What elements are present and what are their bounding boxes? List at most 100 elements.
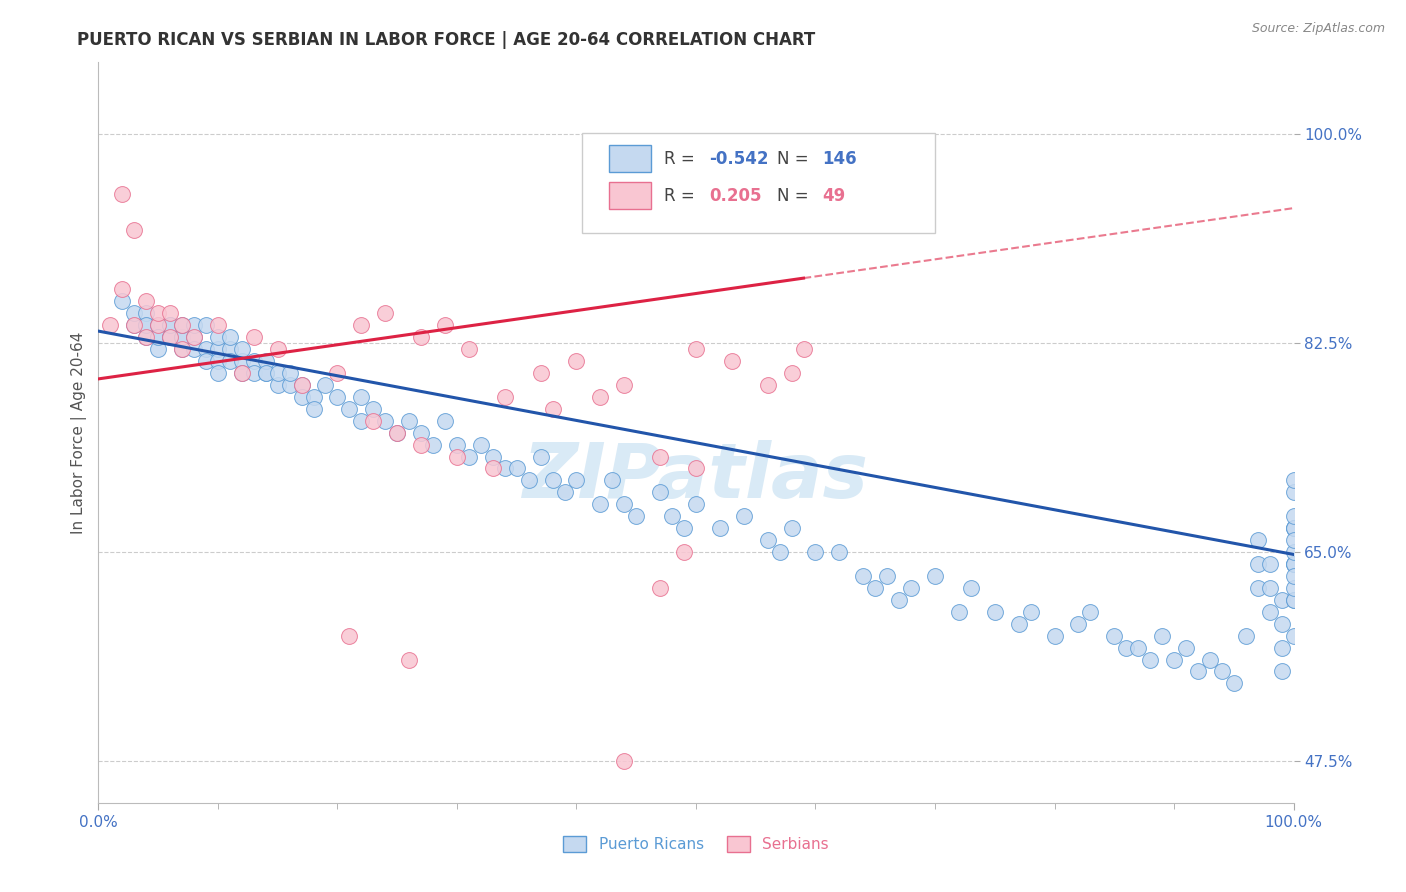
Text: N =: N = xyxy=(778,186,820,204)
Point xyxy=(756,533,779,547)
Point xyxy=(1282,592,1305,607)
Point xyxy=(517,474,540,488)
Point xyxy=(411,437,433,451)
Point xyxy=(183,342,205,356)
Point xyxy=(1282,509,1305,524)
Point xyxy=(768,545,790,559)
Point xyxy=(267,366,290,380)
Point xyxy=(1282,557,1305,571)
Point xyxy=(1271,665,1294,679)
Point xyxy=(685,497,707,511)
Point xyxy=(231,366,253,380)
Point xyxy=(374,306,396,320)
Point xyxy=(1282,557,1305,571)
Text: Source: ZipAtlas.com: Source: ZipAtlas.com xyxy=(1251,22,1385,36)
Point xyxy=(828,545,851,559)
Legend: Puerto Ricans, Serbians: Puerto Ricans, Serbians xyxy=(557,830,835,858)
Point xyxy=(207,318,229,333)
Point xyxy=(733,509,755,524)
Point xyxy=(135,330,157,344)
Point xyxy=(721,354,744,368)
Point xyxy=(648,450,672,464)
Point xyxy=(554,485,576,500)
Point xyxy=(589,390,612,404)
Text: 146: 146 xyxy=(823,150,858,168)
Point xyxy=(948,605,970,619)
Point xyxy=(1128,640,1150,655)
Point xyxy=(207,330,229,344)
Point xyxy=(1282,557,1305,571)
Point xyxy=(1282,521,1305,535)
Point xyxy=(172,342,194,356)
Point xyxy=(648,581,672,595)
Point xyxy=(278,366,301,380)
Point xyxy=(1247,557,1270,571)
Point xyxy=(1104,629,1126,643)
Point xyxy=(673,545,696,559)
Point xyxy=(481,461,505,475)
Point xyxy=(1067,616,1090,631)
Point xyxy=(446,450,468,464)
Point xyxy=(363,401,385,416)
Point xyxy=(1080,605,1102,619)
Point xyxy=(1282,533,1305,547)
Point xyxy=(363,414,385,428)
Point xyxy=(602,474,624,488)
Point xyxy=(243,354,266,368)
Point xyxy=(172,318,194,333)
FancyBboxPatch shape xyxy=(582,133,935,233)
Text: N =: N = xyxy=(778,150,814,168)
Bar xyxy=(609,145,651,172)
Point xyxy=(243,366,266,380)
Point xyxy=(135,306,157,320)
Point xyxy=(111,186,134,201)
Point xyxy=(1234,629,1257,643)
Point xyxy=(1247,533,1270,547)
Point xyxy=(267,342,290,356)
Text: 0.205: 0.205 xyxy=(709,186,762,204)
Point xyxy=(350,390,373,404)
Point xyxy=(1271,616,1294,631)
Point xyxy=(183,318,205,333)
Text: R =: R = xyxy=(664,186,704,204)
Point xyxy=(207,366,229,380)
Point xyxy=(1282,485,1305,500)
Point xyxy=(506,461,529,475)
Point xyxy=(541,401,564,416)
Point xyxy=(267,377,290,392)
Point xyxy=(1258,581,1281,595)
Point xyxy=(98,318,122,333)
Text: 49: 49 xyxy=(823,186,846,204)
Point xyxy=(148,318,170,333)
Text: R =: R = xyxy=(664,150,700,168)
Point xyxy=(195,318,218,333)
Point xyxy=(254,354,277,368)
Point xyxy=(1019,605,1042,619)
Point xyxy=(291,377,314,392)
Point xyxy=(398,652,420,666)
Point xyxy=(1271,640,1294,655)
Point xyxy=(852,569,875,583)
Point xyxy=(1271,592,1294,607)
Point xyxy=(1223,676,1246,690)
Point xyxy=(339,629,361,643)
Point xyxy=(470,437,492,451)
Point xyxy=(1282,474,1305,488)
Point xyxy=(709,521,731,535)
Point xyxy=(780,521,803,535)
Point xyxy=(458,342,481,356)
Point xyxy=(159,306,181,320)
Point xyxy=(1152,629,1174,643)
Point xyxy=(530,450,553,464)
Point xyxy=(111,282,134,296)
Point xyxy=(195,354,218,368)
Bar xyxy=(609,182,651,209)
Point xyxy=(1187,665,1209,679)
Point xyxy=(135,318,157,333)
Point xyxy=(924,569,946,583)
Point xyxy=(422,437,444,451)
Point xyxy=(541,474,564,488)
Point xyxy=(278,377,301,392)
Point xyxy=(243,330,266,344)
Point xyxy=(613,377,636,392)
